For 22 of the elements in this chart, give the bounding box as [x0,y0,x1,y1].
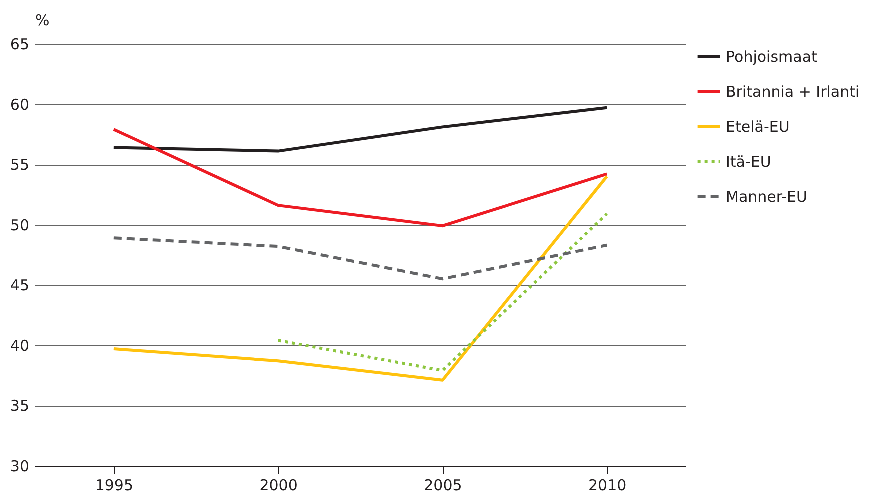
y-tick-label: 30 [10,458,30,476]
x-tick-label: 1995 [95,476,134,494]
legend-label: Itä-EU [726,153,772,171]
y-tick-label: 65 [10,36,30,54]
line-series [112,236,609,281]
y-tick-label: 50 [10,216,30,234]
x-tick-label: 2010 [588,476,627,494]
x-tick-label: 2000 [260,476,298,494]
y-axis-title: % [36,12,50,30]
legend-label: Manner-EU [726,188,808,206]
y-tick-label: 55 [10,156,30,174]
y-tick-label: 40 [10,336,30,355]
legend-label: Pohjoismaat [726,48,818,66]
y-tick-label: 60 [10,96,30,114]
legend-label: Etelä-EU [726,118,790,136]
legend-label: Britannia + Irlanti [726,83,860,101]
line-series [112,175,609,382]
x-tick-label: 2005 [424,476,462,494]
line-series [112,106,609,153]
y-tick-label: 45 [10,276,30,295]
y-tick-label: 35 [10,397,30,416]
line-series [112,128,609,228]
